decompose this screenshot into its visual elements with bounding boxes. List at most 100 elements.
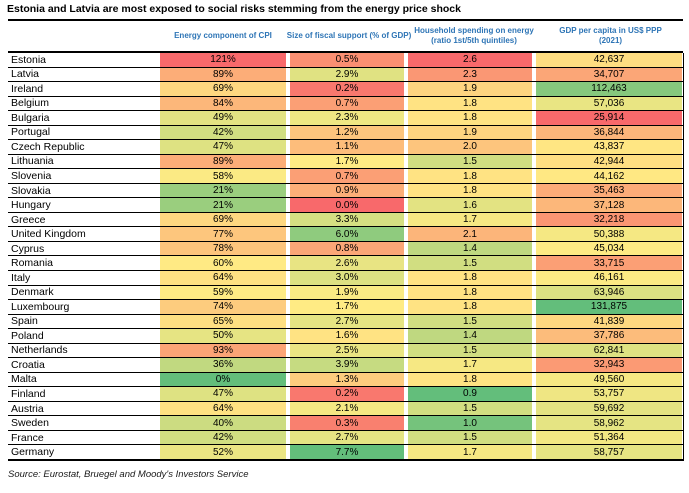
column-gap [404,198,408,212]
energy-cpi-cell: 42% [160,430,286,445]
fiscal-support-cell: 1.7% [290,300,404,314]
gdp-cell: 45,034 [536,241,682,256]
household-spending-cell: 2.1 [408,227,532,241]
table-row: Greece 69% 3.3% 1.7 32,218 [8,212,683,228]
country-label: Denmark [8,285,160,300]
gdp-cell: 36,844 [536,125,682,140]
column-gap [404,401,408,416]
energy-cpi-cell: 52% [160,445,286,459]
country-label: Luxembourg [8,300,160,314]
gdp-cell: 57,036 [536,96,682,111]
column-gap [286,53,290,67]
energy-cpi-cell: 49% [160,111,286,125]
column-gap [532,169,536,183]
table-row: Germany 52% 7.7% 1.7 58,757 [8,445,683,459]
column-gap [532,416,536,430]
table-body: Estonia 121% 0.5% 2.6 42,637 Latvia 89% … [8,53,684,461]
country-label: Lithuania [8,154,160,169]
gdp-cell: 63,946 [536,285,682,300]
column-gap [286,329,290,343]
divider-header [8,51,683,53]
column-gap [532,140,536,154]
table-row: Poland 50% 1.6% 1.4 37,786 [8,329,683,344]
energy-cpi-cell: 89% [160,67,286,82]
column-gap [404,82,408,96]
column-gap [404,169,408,183]
table-row: France 42% 2.7% 1.5 51,364 [8,430,683,446]
column-gap [532,111,536,125]
column-gap [404,111,408,125]
column-gap [286,212,290,227]
column-gap [286,285,290,300]
gdp-cell: 131,875 [536,300,682,314]
gdp-cell: 42,637 [536,53,682,67]
column-gap [404,372,408,387]
column-gap [404,343,408,358]
column-gap [532,96,536,111]
household-spending-cell: 1.5 [408,314,532,329]
column-gap [404,285,408,300]
fiscal-support-cell: 7.7% [290,445,404,459]
country-label: Cyprus [8,241,160,256]
figure-title: Estonia and Latvia are most exposed to s… [7,3,461,15]
column-gap [532,430,536,445]
country-label: Sweden [8,416,160,430]
source-note: Source: Eurostat, Bruegel and Moody's In… [8,469,249,480]
country-label: Estonia [8,53,160,67]
column-gap [532,53,536,67]
fiscal-support-cell: 0.9% [290,183,404,198]
household-spending-cell: 1.8 [408,96,532,111]
energy-cpi-cell: 69% [160,212,286,227]
household-spending-cell: 1.0 [408,416,532,430]
gdp-cell: 34,707 [536,67,682,82]
household-spending-cell: 1.6 [408,198,532,212]
fiscal-support-cell: 1.6% [290,329,404,343]
table-row: Austria 64% 2.1% 1.5 59,692 [8,401,683,417]
energy-cpi-cell: 84% [160,96,286,111]
table-row: United Kingdom 77% 6.0% 2.1 50,388 [8,227,683,242]
table-row: Luxembourg 74% 1.7% 1.8 131,875 [8,300,683,315]
column-gap [404,53,408,67]
country-label: Czech Republic [8,140,160,154]
household-spending-cell: 1.8 [408,285,532,300]
country-label: Latvia [8,67,160,82]
country-label: Germany [8,445,160,459]
column-gap [532,285,536,300]
column-gap [286,270,290,285]
table-row: Romania 60% 2.6% 1.5 33,715 [8,256,683,271]
column-gap [404,387,408,401]
gdp-cell: 25,914 [536,111,682,125]
table-row: Bulgaria 49% 2.3% 1.8 25,914 [8,111,683,126]
table-row: Estonia 121% 0.5% 2.6 42,637 [8,53,683,68]
energy-cpi-cell: 21% [160,183,286,198]
fiscal-support-cell: 2.7% [290,314,404,329]
table-row: Netherlands 93% 2.5% 1.5 62,841 [8,343,683,359]
country-label: Slovenia [8,169,160,183]
column-gap [532,270,536,285]
country-label: France [8,430,160,445]
energy-cpi-cell: 59% [160,285,286,300]
energy-cpi-cell: 0% [160,372,286,387]
column-gap [532,401,536,416]
country-label: Slovakia [8,183,160,198]
gdp-cell: 112,463 [536,82,682,96]
country-label: Bulgaria [8,111,160,125]
fiscal-support-cell: 2.3% [290,111,404,125]
column-gap [286,241,290,256]
table-row: Spain 65% 2.7% 1.5 41,839 [8,314,683,330]
fiscal-support-cell: 0.7% [290,169,404,183]
fiscal-support-cell: 1.9% [290,285,404,300]
table-row: Latvia 89% 2.9% 2.3 34,707 [8,67,683,83]
column-gap [532,212,536,227]
energy-cpi-cell: 64% [160,270,286,285]
divider-top [8,19,683,21]
country-label: Austria [8,401,160,416]
column-gap [286,67,290,82]
column-gap [286,154,290,169]
column-gap [532,67,536,82]
column-gap [532,314,536,329]
country-label: United Kingdom [8,227,160,241]
country-label: Ireland [8,82,160,96]
column-gap [286,256,290,270]
column-gap [404,300,408,314]
